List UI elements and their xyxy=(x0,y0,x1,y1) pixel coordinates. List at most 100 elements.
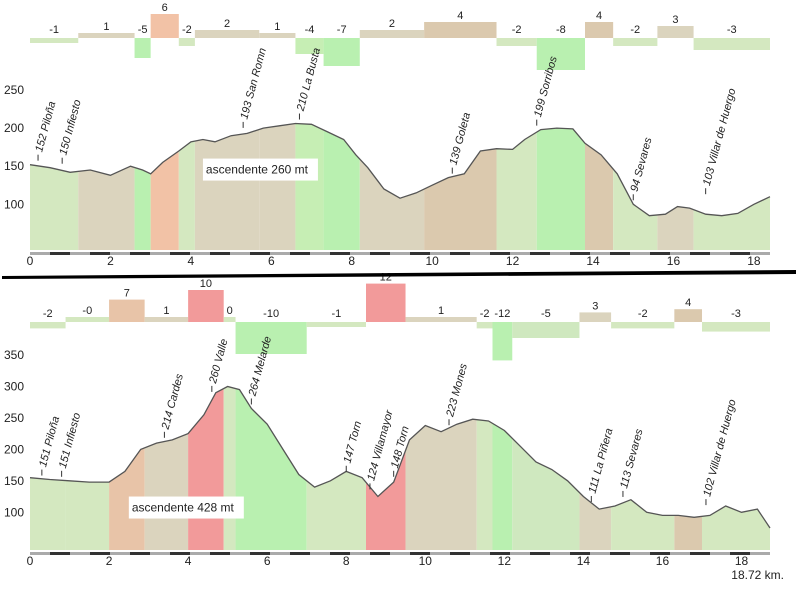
grade-bar xyxy=(178,38,195,46)
x-tick-label: 16 xyxy=(667,254,681,268)
panel-separator xyxy=(2,270,796,279)
grade-value-label: 4 xyxy=(457,10,463,22)
x-tick-label: 8 xyxy=(348,254,355,268)
grade-bar xyxy=(702,322,770,332)
x-axis-segment xyxy=(30,252,50,255)
grade-bar xyxy=(496,38,537,46)
grade-value-label: 4 xyxy=(685,297,691,309)
x-axis-segment xyxy=(190,252,210,255)
waypoint-label: 94 Sevares xyxy=(629,136,655,193)
x-axis-segment xyxy=(430,252,450,255)
grade-bar xyxy=(579,312,612,322)
waypoint-label: 223 Mones xyxy=(444,362,470,419)
total-distance-label: 18.72 km. xyxy=(731,568,784,582)
x-axis-segment xyxy=(670,552,690,555)
grade-bar xyxy=(134,38,151,58)
waypoint-label: 199 Sorribos xyxy=(532,55,560,119)
grade-bar xyxy=(424,22,497,38)
x-axis-segment xyxy=(710,552,730,555)
x-axis-segment xyxy=(230,552,250,555)
grade-bar xyxy=(306,322,367,327)
grade-value-label: 1 xyxy=(274,21,280,33)
x-axis-segment xyxy=(590,552,610,555)
x-tick-label: 8 xyxy=(343,554,350,568)
grade-bar xyxy=(476,322,493,329)
x-axis-segment xyxy=(270,552,290,555)
grade-value-label: -7 xyxy=(337,24,347,36)
x-axis-segment xyxy=(390,252,410,255)
grade-fill-band xyxy=(405,386,477,550)
x-tick-label: 18 xyxy=(747,254,761,268)
grade-bar xyxy=(359,30,425,38)
x-axis-segment xyxy=(350,552,370,555)
ascent-annotation-box xyxy=(202,158,318,181)
grade-fill-band xyxy=(78,123,135,250)
grade-bar xyxy=(150,14,179,38)
grade-fill-band xyxy=(693,123,770,250)
x-tick-label: 16 xyxy=(656,554,670,568)
x-axis-segment xyxy=(310,252,330,255)
grade-value-label: 3 xyxy=(592,300,598,312)
grade-bar xyxy=(492,322,513,361)
grade-fill-band xyxy=(512,386,580,550)
ascent-annotation: ascendente 260 mt xyxy=(206,163,309,177)
grade-value-label: 3 xyxy=(672,14,678,26)
grade-fill-band xyxy=(359,123,425,250)
grade-bar xyxy=(295,38,324,54)
x-axis-segment xyxy=(30,552,50,555)
grade-bar xyxy=(144,317,189,322)
grade-value-label: -1 xyxy=(331,308,341,320)
grade-value-label: -5 xyxy=(138,24,148,36)
grade-fill-band xyxy=(496,123,537,250)
grade-fill-band xyxy=(295,123,324,250)
grade-value-label: -1 xyxy=(49,24,59,36)
y-tick-label: 100 xyxy=(4,197,24,211)
grade-fill-band xyxy=(259,123,296,250)
waypoint-label: 214 Cardes xyxy=(159,372,186,431)
waypoint-label: 111 La Piñera xyxy=(587,427,616,495)
grade-fill-band xyxy=(194,123,260,250)
x-axis-segment xyxy=(110,552,130,555)
waypoint-label: 210 La Busta xyxy=(295,47,324,114)
y-tick-label: 300 xyxy=(4,379,24,393)
waypoint-label: 152 Piloña xyxy=(33,100,58,153)
waypoint-label: 113 Sevares xyxy=(618,427,645,489)
grade-fill-band xyxy=(536,123,585,250)
grade-value-label: -2 xyxy=(480,308,490,320)
grade-bar xyxy=(674,309,703,322)
x-axis-segment xyxy=(470,552,490,555)
grade-value-label: 6 xyxy=(162,2,168,14)
grade-bar xyxy=(405,317,477,322)
grade-bar xyxy=(693,38,770,50)
x-axis-segment xyxy=(590,252,610,255)
grade-fill-bands xyxy=(30,123,770,250)
grade-value-label: 2 xyxy=(389,18,395,30)
grade-value-label: 4 xyxy=(596,10,602,22)
x-axis-segment xyxy=(510,552,530,555)
x-axis-segment xyxy=(70,252,90,255)
grade-bar xyxy=(30,38,79,43)
grade-bar xyxy=(223,317,236,322)
y-tick-label: 350 xyxy=(4,348,24,362)
grade-bar xyxy=(65,317,110,322)
y-tick-label: 100 xyxy=(4,505,24,519)
x-axis-segment xyxy=(550,252,570,255)
x-axis-segment xyxy=(630,552,650,555)
x-axis-segment xyxy=(70,552,90,555)
x-tick-label: 6 xyxy=(264,554,271,568)
grade-value-label: 2 xyxy=(224,18,230,30)
waypoint-label: 193 San Romn xyxy=(238,47,269,121)
waypoint-label: 147 Torn xyxy=(342,420,365,465)
grade-bar xyxy=(109,299,145,322)
grade-bar xyxy=(585,22,614,38)
x-tick-label: 6 xyxy=(268,254,275,268)
y-tick-label: 150 xyxy=(4,474,24,488)
grade-bar xyxy=(512,322,580,338)
x-tick-label: 18 xyxy=(735,554,749,568)
grade-bar xyxy=(323,38,360,66)
x-axis-segment xyxy=(230,252,250,255)
x-axis-segment xyxy=(550,552,570,555)
x-axis-segment xyxy=(630,252,650,255)
grade-value-label: -2 xyxy=(182,24,192,36)
x-axis-segment xyxy=(390,552,410,555)
